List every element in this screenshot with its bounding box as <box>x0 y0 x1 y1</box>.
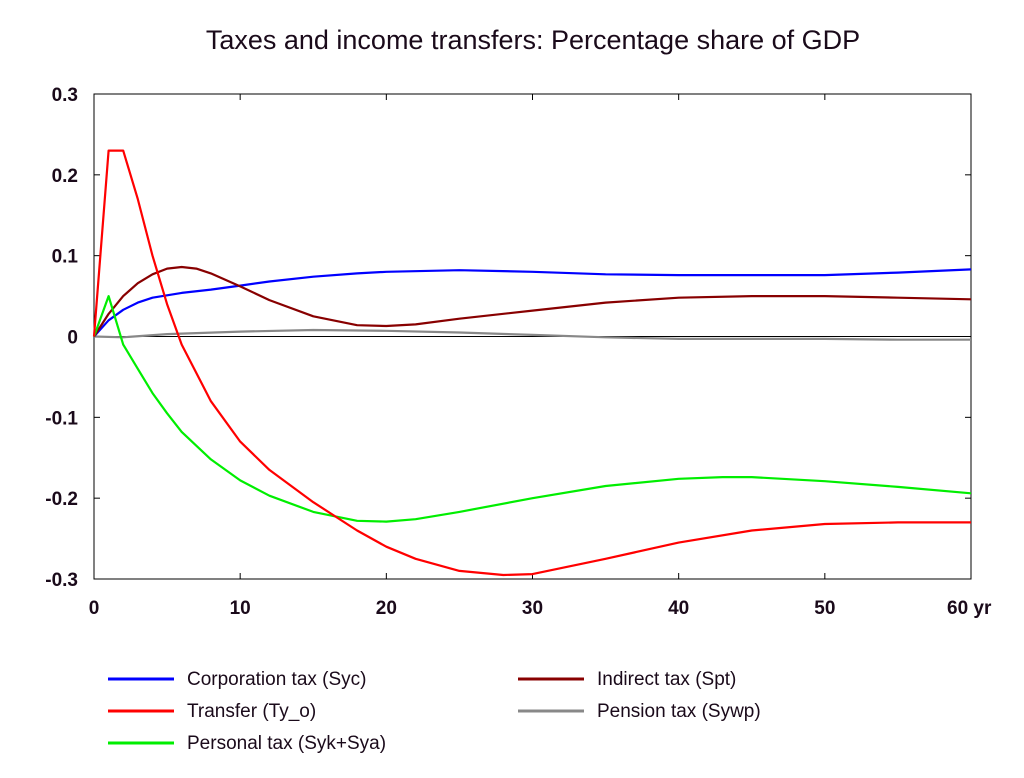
series-line <box>92 295 972 523</box>
x-tick-label: 20 <box>376 598 397 619</box>
y-tick-label: -0.2 <box>45 489 78 510</box>
y-tick-label: -0.3 <box>45 570 78 591</box>
x-tick-label: 40 <box>668 598 689 619</box>
x-tick-label: 50 <box>814 598 835 619</box>
x-tick-label: 60 yr <box>947 598 992 619</box>
x-tick-label: 10 <box>230 598 251 619</box>
axis-ticks: 0.3 0.2 0.1 0 -0.1 -0.2 -0.3 0 10 20 30 40 50 60 yr <box>45 85 992 619</box>
x-tick-label: 0 <box>89 598 100 619</box>
series-line <box>92 149 971 577</box>
plot-series <box>92 149 972 577</box>
y-tick-label: 0 <box>67 328 78 349</box>
x-tick-label: 30 <box>522 598 543 619</box>
y-tick-label: 0.1 <box>52 247 79 268</box>
legend-label: Indirect tax (Spt) <box>597 669 736 690</box>
plot-axes <box>93 93 972 580</box>
legend-label: Pension tax (Sywp) <box>597 701 761 722</box>
chart-title: Taxes and income transfers: Percentage s… <box>206 25 860 55</box>
legend-label: Transfer (Ty_o) <box>187 701 316 722</box>
legend-label: Corporation tax (Syc) <box>187 669 367 690</box>
series-line <box>93 328 971 341</box>
chart-legend: Corporation tax (Syc) Indirect tax (Spt) T… <box>108 669 761 754</box>
series-line <box>93 268 972 338</box>
series-line <box>93 265 972 338</box>
y-tick-label: 0.3 <box>52 85 78 106</box>
y-tick-label: -0.1 <box>45 408 78 429</box>
legend-label: Personal tax (Syk+Sya) <box>187 733 386 754</box>
y-tick-label: 0.2 <box>52 166 78 187</box>
